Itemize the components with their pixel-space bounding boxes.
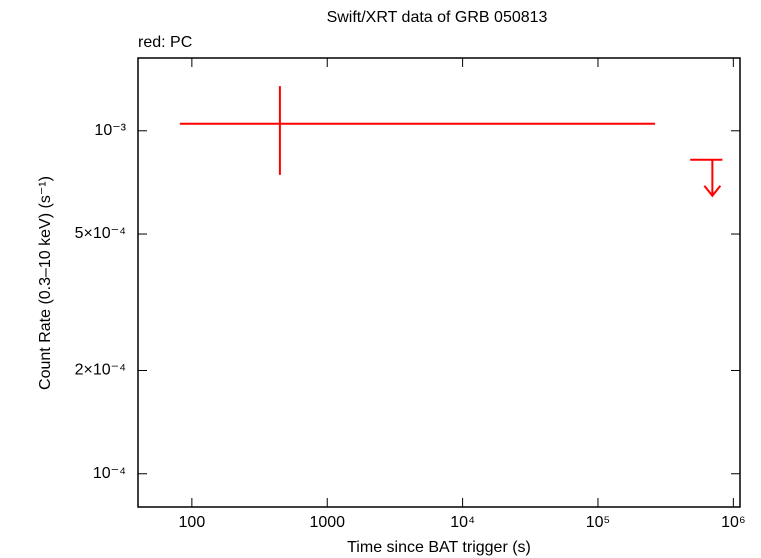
chart-title: Swift/XRT data of GRB 050813 [327,9,548,26]
x-tick-label: 10⁴ [450,514,475,531]
y-tick-label: 5×10⁻⁴ [75,225,126,242]
x-tick-label: 100 [179,514,206,531]
upper-limit-arrow [703,159,722,198]
series-label: red: PC [138,34,192,51]
y-tick-label: 10⁻³ [94,122,126,139]
x-tick-label: 10⁵ [586,514,610,531]
x-axis-label: Time since BAT trigger (s) [347,539,531,556]
plot-frame [137,57,741,508]
y-tick-label: 10⁻⁴ [93,465,126,482]
y-axis-label: Count Rate (0.3–10 keV) (s⁻¹) [37,176,54,390]
x-tick-label: 1000 [309,514,345,531]
x-tick-label: 10⁶ [721,514,745,531]
y-tick-label: 2×10⁻⁴ [75,362,126,379]
